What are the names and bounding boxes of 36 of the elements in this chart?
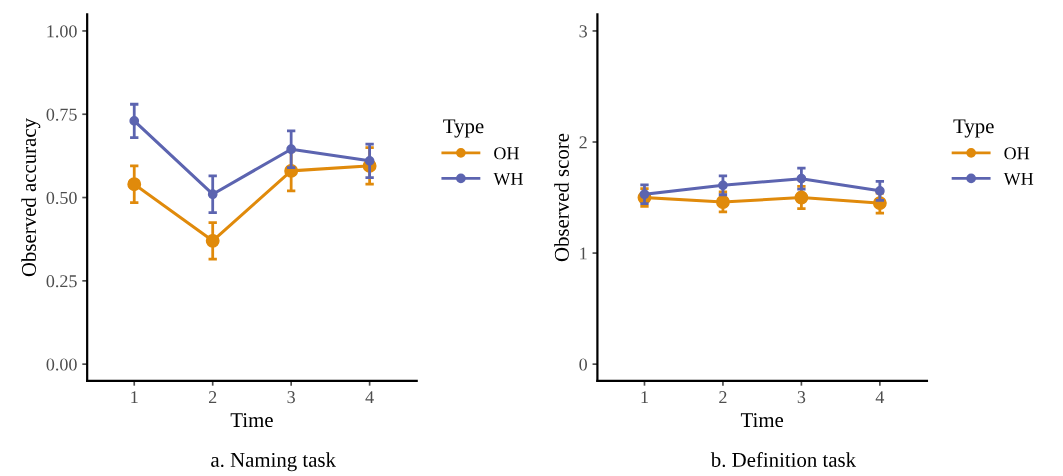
y-tick-label: 1 [580,247,587,260]
point [207,189,218,200]
x-axis-title: Time [740,413,784,428]
text: a. Naming task [211,452,336,472]
x-tick-label: 3 [797,391,806,404]
x-tick-label: 4 [365,391,374,404]
x-tick-label: 1 [641,391,648,404]
legend-label: WH [493,172,523,185]
x-axis-title: Time [230,413,273,428]
y-tick-label: 0.25 [46,275,77,288]
point [639,189,650,200]
point [127,177,142,192]
point [129,116,140,126]
y-tick-label: 0.00 [46,358,77,371]
legend-title: Type [953,119,994,138]
x-tick-label: 2 [208,391,217,404]
y-tick-label: 1.00 [47,25,77,38]
x-tick-label: 3 [287,391,295,404]
legend-label: OH [494,147,519,160]
y-tick-label: 0.50 [46,191,77,205]
y-axis-title: Observed accuracy [21,118,41,277]
point [205,233,220,248]
point [364,156,375,166]
y-tick-label: 3 [579,25,587,38]
y-axis-title: Observed score [554,133,569,262]
x-tick-label: 4 [875,391,885,404]
legend-label: WH [1003,172,1034,185]
legend-label: OH [1004,147,1030,160]
point [796,173,807,184]
x-tick-label: 1 [131,391,138,404]
y-tick-label: 2 [579,136,587,149]
text: b. Definition task [710,452,857,468]
y-tick-label: 0.75 [46,108,77,121]
x-tick-label: 2 [719,391,727,404]
legend-title: Type [443,119,484,138]
y-tick-label: 0 [579,358,587,371]
